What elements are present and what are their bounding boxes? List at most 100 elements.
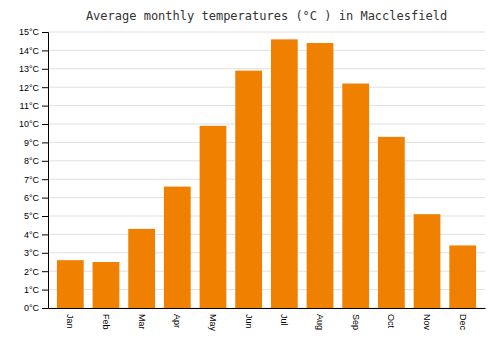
tick-label: Dec (458, 314, 468, 331)
tick-mark (42, 216, 48, 217)
tick-label: Jul (279, 314, 289, 326)
axis-line (49, 308, 486, 309)
axis-line (42, 33, 49, 309)
tick: 12°C (19, 83, 48, 93)
tick-mark (42, 161, 48, 162)
tick-label: Aug (315, 314, 325, 330)
tick: Mar (137, 314, 147, 330)
tick: Oct (386, 314, 396, 329)
tick-label: 3°C (24, 248, 40, 258)
tick-label: 11°C (20, 101, 40, 111)
bar (342, 84, 369, 308)
tick: Aug (315, 314, 325, 330)
tick-mark (42, 69, 48, 70)
tick-mark (42, 271, 48, 272)
tick-mark (42, 87, 48, 88)
grid-line (48, 179, 485, 180)
tick-label: 4°C (24, 230, 40, 240)
tick: Sep (351, 314, 361, 330)
bars (57, 39, 476, 308)
tick-mark (42, 32, 48, 33)
tick: Feb (101, 314, 111, 330)
grid-line (48, 32, 485, 33)
grid (48, 32, 485, 308)
tick-mark (42, 198, 48, 199)
tick-label: 15°C (19, 27, 40, 37)
grid-line (48, 68, 485, 69)
tick-mark (42, 308, 48, 309)
tick-label: 13°C (19, 64, 40, 74)
tick: 0°C (24, 303, 48, 313)
bar (414, 214, 441, 308)
tick-mark (42, 142, 48, 143)
tick-label: Jun (244, 314, 254, 329)
tick-label: Mar (137, 314, 147, 330)
bar (378, 137, 405, 308)
bar (271, 39, 298, 308)
tick: 15°C (19, 27, 48, 37)
grid-line (48, 124, 485, 125)
tick-mark (42, 253, 48, 254)
tick: 5°C (24, 211, 48, 221)
grid-line (48, 87, 485, 88)
tick-label: 12°C (19, 83, 40, 93)
chart: 0°C 1°C 2°C 3°C 4°C 5°C 6°C 7°C 8°C 9°C 10°C 11°C 12… (0, 0, 500, 350)
tick: 4°C (24, 230, 48, 240)
tick: 2°C (24, 267, 48, 277)
tick-label: May (208, 314, 218, 332)
tick-label: 5°C (24, 211, 40, 221)
tick-label: 10°C (19, 119, 40, 129)
tick: Nov (422, 314, 432, 331)
tick-label: Jan (65, 314, 75, 329)
tick-mark (42, 234, 48, 235)
tick: 3°C (24, 248, 48, 258)
tick-label: Nov (422, 314, 432, 331)
bar (57, 260, 84, 308)
tick: Jan (65, 314, 75, 329)
bar (235, 71, 262, 308)
x-axis: Jan Feb Mar Apr May Jun Jul Aug Sep Oct Nov Dec (49, 309, 486, 332)
tick-label: 14°C (19, 46, 40, 56)
bar (449, 245, 476, 308)
tick: Jul (279, 314, 289, 326)
bar (307, 43, 334, 308)
tick-label: 9°C (24, 138, 40, 148)
tick: Jun (244, 314, 254, 329)
tick-mark (42, 50, 48, 51)
grid-line (48, 50, 485, 51)
grid-line (48, 142, 485, 143)
plot: 0°C 1°C 2°C 3°C 4°C 5°C 6°C 7°C 8°C 9°C 10°C 11°C 12… (19, 27, 486, 331)
tick: 8°C (24, 156, 48, 166)
tick-label: Apr (172, 314, 182, 328)
tick-label: 8°C (24, 156, 40, 166)
grid-line (48, 197, 485, 198)
tick-label: 2°C (24, 267, 40, 277)
y-axis: 0°C 1°C 2°C 3°C 4°C 5°C 6°C 7°C 8°C 9°C 10°C 11°C 12… (19, 27, 49, 313)
tick: 7°C (24, 175, 48, 185)
tick-label: 0°C (24, 303, 40, 313)
tick: 1°C (24, 285, 48, 295)
tick-label: Oct (386, 314, 396, 329)
tick: 14°C (19, 46, 48, 56)
tick: 13°C (19, 64, 48, 74)
tick-label: 6°C (24, 193, 40, 203)
tick-label: Feb (101, 314, 111, 330)
tick-mark (42, 179, 48, 180)
bar (164, 187, 191, 308)
tick: May (208, 314, 218, 332)
bar (93, 262, 120, 308)
bar (128, 229, 155, 308)
tick: 9°C (24, 138, 48, 148)
tick: 11°C (20, 101, 48, 111)
tick-label: 1°C (24, 285, 40, 295)
title: Average monthly temperatures (°C ) in Ma… (86, 9, 447, 23)
tick-mark (42, 290, 48, 291)
tick-mark (42, 124, 48, 125)
tick-mark (42, 106, 48, 107)
tick: Dec (458, 314, 468, 331)
tick: Apr (172, 314, 182, 328)
tick-label: 7°C (24, 175, 40, 185)
tick: 6°C (24, 193, 48, 203)
tick: 10°C (19, 119, 48, 129)
grid-line (48, 160, 485, 161)
